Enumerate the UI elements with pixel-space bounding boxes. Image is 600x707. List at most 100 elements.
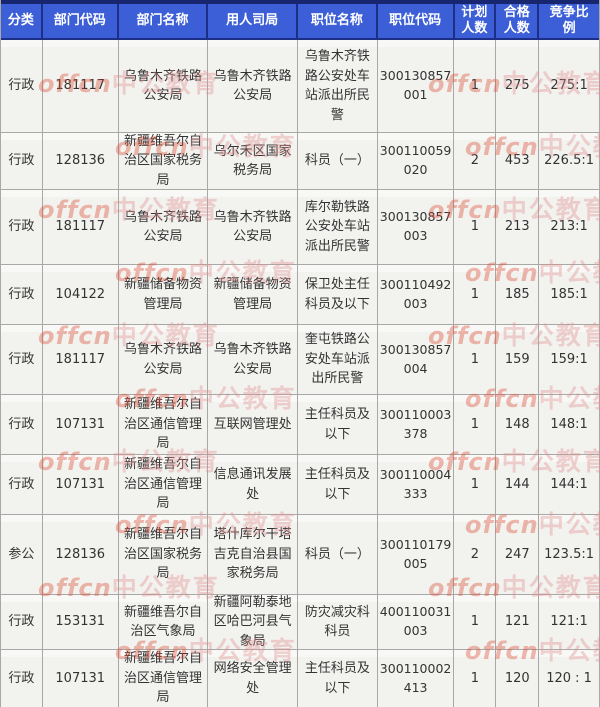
cell-employing-bureau: 网络安全管理处 xyxy=(208,650,298,707)
cell-competition-ratio: 120 : 1 xyxy=(539,650,599,707)
cell-employing-bureau: 新疆阿勒泰地区哈巴河县气象局 xyxy=(208,595,298,650)
header-planned-count: 计划 人数 xyxy=(455,4,497,38)
cell-employing-bureau: 乌鲁木齐铁路公安局 xyxy=(208,325,298,395)
cell-category: 行政 xyxy=(1,265,43,325)
cell-position-name: 科员（一） xyxy=(297,133,378,190)
cell-department-name: 乌鲁木齐铁路公安局 xyxy=(118,190,209,265)
cell-position-code: 300110492003 xyxy=(377,265,455,325)
cell-position-name: 保卫处主任科员及以下 xyxy=(297,265,378,325)
cell-department-code: 107131 xyxy=(42,650,119,707)
cell-position-name: 乌鲁木齐铁路公安处车站派出所民警 xyxy=(297,40,378,133)
cell-employing-bureau: 塔什库尔干塔吉克自治县国家税务局 xyxy=(208,515,298,595)
cell-competition-ratio: 144:1 xyxy=(539,455,599,515)
cell-employing-bureau: 乌鲁木齐铁路公安局 xyxy=(208,190,298,265)
table-row: 行政 181117 乌鲁木齐铁路公安局 乌鲁木齐铁路公安局 乌鲁木齐铁路公安处车站派出所… xyxy=(1,40,599,133)
cell-planned-count: 1 xyxy=(454,395,497,455)
cell-department-code: 153131 xyxy=(42,595,119,650)
cell-department-name: 新疆维吾尔自治区通信管理局 xyxy=(118,455,209,515)
cell-department-name: 新疆维吾尔自治区通信管理局 xyxy=(118,395,209,455)
header-position-name: 职位名称 xyxy=(298,4,378,38)
cell-position-code: 300130857004 xyxy=(377,325,455,395)
cell-department-name: 乌鲁木齐铁路公安局 xyxy=(118,40,209,133)
cell-qualified-count: 121 xyxy=(496,595,540,650)
cell-planned-count: 1 xyxy=(454,40,497,133)
table-row: 行政 104122 新疆储备物资管理局 新疆储备物资管理局 保卫处主任科员及以下 3001… xyxy=(1,265,599,325)
cell-category: 行政 xyxy=(1,190,43,265)
cell-qualified-count: 453 xyxy=(496,133,540,190)
cell-position-name: 主任科员及以下 xyxy=(297,650,378,707)
table-row: 行政 107131 新疆维吾尔自治区通信管理局 互联网管理处 主任科员及以下 300110… xyxy=(1,395,599,455)
cell-competition-ratio: 148:1 xyxy=(539,395,599,455)
cell-position-code: 300110179005 xyxy=(377,515,455,595)
cell-employing-bureau: 信息通讯发展处 xyxy=(208,455,298,515)
cell-planned-count: 1 xyxy=(454,265,497,325)
cell-position-code: 300110004333 xyxy=(377,455,455,515)
cell-employing-bureau: 乌尔禾区国家税务局 xyxy=(208,133,298,190)
cell-department-name: 新疆维吾尔自治区国家税务局 xyxy=(118,133,209,190)
header-department-name: 部门名称 xyxy=(119,4,209,38)
cell-qualified-count: 144 xyxy=(496,455,540,515)
table-row: 行政 181117 乌鲁木齐铁路公安局 乌鲁木齐铁路公安局 奎屯铁路公安处车站派出所民警… xyxy=(1,325,599,395)
cell-department-code: 107131 xyxy=(42,395,119,455)
cell-competition-ratio: 121:1 xyxy=(539,595,599,650)
cell-category: 行政 xyxy=(1,455,43,515)
cell-category: 行政 xyxy=(1,595,43,650)
cell-employing-bureau: 新疆储备物资管理局 xyxy=(208,265,298,325)
cell-qualified-count: 213 xyxy=(496,190,540,265)
table-row: 行政 153131 新疆维吾尔自治区气象局 新疆阿勒泰地区哈巴河县气象局 防灾减灾科科员… xyxy=(1,595,599,650)
cell-competition-ratio: 185:1 xyxy=(539,265,599,325)
table-header-row: 分类 部门代码 部门名称 用人司局 职位名称 职位代码 计划 人数 合格 人数 竞争比 例 xyxy=(1,0,599,40)
cell-position-code: 300130857003 xyxy=(377,190,455,265)
cell-position-code: 300110003378 xyxy=(377,395,455,455)
cell-position-name: 主任科员及以下 xyxy=(297,395,378,455)
cell-department-code: 181117 xyxy=(42,190,119,265)
table-row: 行政 128136 新疆维吾尔自治区国家税务局 乌尔禾区国家税务局 科员（一） 30011… xyxy=(1,133,599,190)
cell-planned-count: 1 xyxy=(454,650,497,707)
cell-competition-ratio: 213:1 xyxy=(539,190,599,265)
cell-qualified-count: 275 xyxy=(496,40,540,133)
cell-department-name: 新疆维吾尔自治区通信管理局 xyxy=(118,650,209,707)
table-row: 行政 107131 新疆维吾尔自治区通信管理局 网络安全管理处 主任科员及以下 30011… xyxy=(1,650,599,707)
cell-competition-ratio: 275:1 xyxy=(539,40,599,133)
cell-position-name: 奎屯铁路公安处车站派出所民警 xyxy=(297,325,378,395)
cell-planned-count: 2 xyxy=(454,515,497,595)
cell-position-code: 400110031003 xyxy=(377,595,455,650)
cell-department-code: 128136 xyxy=(42,515,119,595)
cell-category: 行政 xyxy=(1,325,43,395)
cell-department-code: 181117 xyxy=(42,325,119,395)
cell-department-code: 128136 xyxy=(42,133,119,190)
cell-planned-count: 1 xyxy=(454,595,497,650)
cell-competition-ratio: 159:1 xyxy=(539,325,599,395)
cell-department-code: 181117 xyxy=(42,40,119,133)
header-qualified-count: 合格 人数 xyxy=(496,4,540,38)
cell-employing-bureau: 互联网管理处 xyxy=(208,395,298,455)
cell-competition-ratio: 123.5:1 xyxy=(539,515,599,595)
cell-qualified-count: 185 xyxy=(496,265,540,325)
table-body: 行政 181117 乌鲁木齐铁路公安局 乌鲁木齐铁路公安局 乌鲁木齐铁路公安处车站派出所… xyxy=(1,40,599,707)
cell-qualified-count: 159 xyxy=(496,325,540,395)
cell-category: 行政 xyxy=(1,133,43,190)
cell-planned-count: 1 xyxy=(454,325,497,395)
cell-planned-count: 1 xyxy=(454,190,497,265)
cell-position-name: 科员（一） xyxy=(297,515,378,595)
cell-competition-ratio: 226.5:1 xyxy=(539,133,599,190)
cell-qualified-count: 247 xyxy=(496,515,540,595)
cell-planned-count: 2 xyxy=(454,133,497,190)
cell-department-name: 乌鲁木齐铁路公安局 xyxy=(118,325,209,395)
cell-department-name: 新疆维吾尔自治区气象局 xyxy=(118,595,209,650)
cell-category: 参公 xyxy=(1,515,43,595)
cell-position-name: 防灾减灾科科员 xyxy=(297,595,378,650)
cell-qualified-count: 120 xyxy=(496,650,540,707)
cell-position-name: 库尔勒铁路公安处车站派出所民警 xyxy=(297,190,378,265)
table-row: 参公 128136 新疆维吾尔自治区国家税务局 塔什库尔干塔吉克自治县国家税务局 科员（… xyxy=(1,515,599,595)
header-department-code: 部门代码 xyxy=(43,4,119,38)
header-category: 分类 xyxy=(1,4,43,38)
cell-employing-bureau: 乌鲁木齐铁路公安局 xyxy=(208,40,298,133)
header-employing-bureau: 用人司局 xyxy=(208,4,299,38)
cell-category: 行政 xyxy=(1,650,43,707)
cell-planned-count: 1 xyxy=(454,455,497,515)
cell-department-code: 104122 xyxy=(42,265,119,325)
cell-position-code: 300110002413 xyxy=(377,650,455,707)
